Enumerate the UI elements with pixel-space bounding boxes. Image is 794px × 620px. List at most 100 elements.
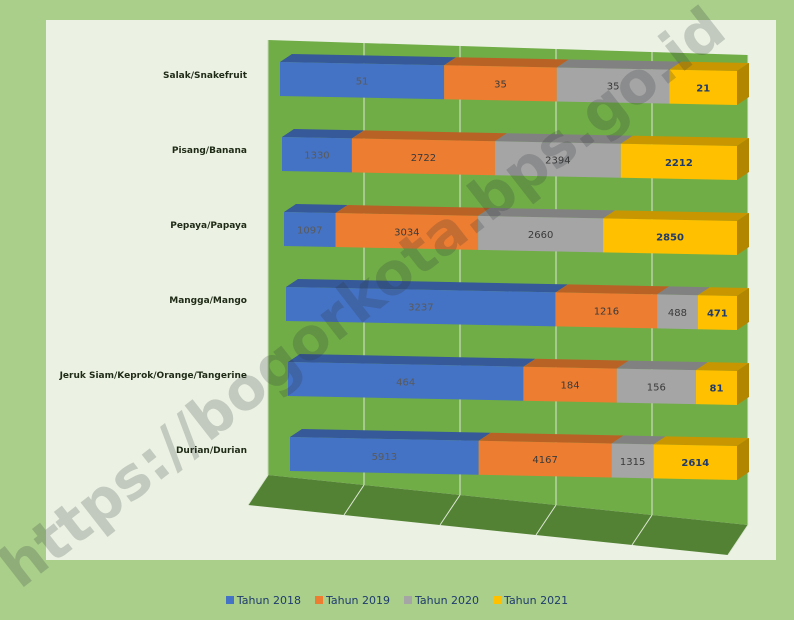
data-label: 2660 <box>528 230 553 241</box>
bar-segment <box>444 65 557 102</box>
bar-segment <box>695 370 737 405</box>
bar-segment <box>286 287 556 327</box>
bar-top-face <box>669 61 749 71</box>
bar-top-face <box>616 360 708 371</box>
data-label: 2212 <box>665 158 693 169</box>
bar-top-face <box>284 204 348 214</box>
floor-gridline <box>343 484 365 516</box>
legend-swatch <box>225 596 234 604</box>
category-label: Pepaya/Papaya <box>170 221 247 231</box>
bar-segment <box>556 67 670 104</box>
bar-top-face <box>280 54 457 66</box>
floor-gridline <box>247 474 269 506</box>
data-label: 51 <box>356 77 369 88</box>
bar-end-face <box>737 63 749 105</box>
data-label: 488 <box>668 308 687 319</box>
bar-top-face <box>478 432 624 444</box>
data-label: 4167 <box>532 455 557 466</box>
bar-segment <box>523 366 617 403</box>
data-label: 2614 <box>681 458 709 469</box>
bar-top-face <box>351 130 507 142</box>
floor-gridline <box>439 494 461 526</box>
bar-segment <box>657 294 698 330</box>
bar-top-face <box>603 210 749 221</box>
wall-floor <box>248 475 748 555</box>
legend-item: Tahun 2019 <box>314 593 390 607</box>
bar-segment <box>697 295 737 330</box>
bar-top-face <box>556 59 682 70</box>
legend-item: Tahun 2018 <box>225 593 301 607</box>
data-label: 1216 <box>594 306 619 317</box>
bar-segment <box>616 368 696 405</box>
category-label: Mangga/Mango <box>169 296 247 306</box>
data-label: 464 <box>396 377 415 388</box>
data-label: 35 <box>494 79 507 90</box>
floor-gridline <box>727 524 749 556</box>
bar-segment <box>282 137 352 173</box>
bar-top-face <box>555 284 670 295</box>
bar-top-face <box>282 129 364 139</box>
bar-top-face <box>335 205 491 216</box>
legend-label: Tahun 2020 <box>415 593 480 607</box>
bar-top-face <box>444 57 569 68</box>
legend-item: Tahun 2020 <box>404 594 479 607</box>
bar-top-face <box>653 436 749 446</box>
bar-top-face <box>657 286 710 296</box>
bar-top-face <box>494 133 633 144</box>
bar-top-face <box>290 429 491 441</box>
bar-end-face <box>737 288 749 330</box>
bar-segment <box>288 362 524 401</box>
legend-swatch <box>493 596 502 604</box>
data-label: 1330 <box>304 151 329 162</box>
data-label: 2850 <box>656 233 684 244</box>
bar-segment <box>351 138 495 176</box>
bar-top-face <box>288 354 536 367</box>
bar-segment <box>653 444 737 480</box>
legend-label: Tahun 2019 <box>325 593 390 607</box>
bar-group: 51 35 35 21 1330 2722 2394 2212 1097 3034 2660 2850… <box>280 54 749 480</box>
data-label: 1315 <box>620 457 645 468</box>
bar-top-face <box>286 279 568 293</box>
data-label: 471 <box>707 309 728 320</box>
bar-segment <box>284 212 336 248</box>
bar-segment <box>494 141 621 178</box>
data-label: 3237 <box>408 303 433 314</box>
bar-segment <box>603 218 737 255</box>
bar-segment <box>478 440 612 478</box>
bar-top-face <box>478 207 616 219</box>
legend-label: Tahun 2018 <box>236 593 301 607</box>
floor-gridline <box>535 504 557 536</box>
legend-swatch <box>314 596 323 604</box>
legend-item: Tahun 2021 <box>493 594 568 607</box>
legend: Tahun 2018 Tahun 2019 Tahun 2020 Tahun 2021 <box>0 590 794 610</box>
category-label: Durian/Durian <box>176 446 247 456</box>
bar-segment <box>478 215 604 253</box>
data-label: 2722 <box>411 153 436 164</box>
data-label: 156 <box>647 382 666 393</box>
bar-end-face <box>737 363 749 405</box>
data-label: 5913 <box>372 452 397 463</box>
data-label: 2394 <box>545 155 570 166</box>
data-label: 3034 <box>394 227 419 238</box>
bar-segment <box>290 437 479 475</box>
category-label: Pisang/Banana <box>172 146 247 156</box>
legend-label: Tahun 2021 <box>504 593 569 607</box>
bar-end-face <box>737 213 749 255</box>
bar-segment <box>335 213 479 250</box>
category-label: Jeruk Siam/Keprok/Orange/Tangerine <box>59 371 247 381</box>
bar-segment <box>555 292 658 329</box>
bar-segment <box>620 143 737 180</box>
bar-top-face <box>697 287 749 296</box>
bar-end-face <box>737 138 749 180</box>
data-label: 81 <box>709 384 723 395</box>
category-labels: Salak/Snakefruit Pisang/Banana Pepaya/Papa… <box>59 71 248 456</box>
bar-top-face <box>695 362 749 371</box>
bar-segment <box>611 443 654 479</box>
bar-top-face <box>611 435 666 445</box>
bar-end-face <box>737 438 749 480</box>
floor-gridline <box>631 514 653 546</box>
data-label: 21 <box>696 83 710 94</box>
bar-top-face <box>620 135 749 146</box>
